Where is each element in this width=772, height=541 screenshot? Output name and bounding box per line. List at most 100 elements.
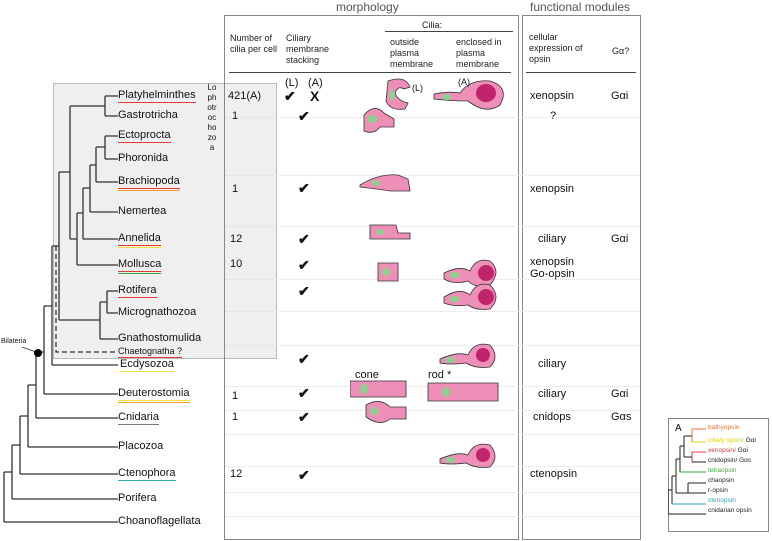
- inset-opsin-tree: [668, 428, 706, 515]
- deutero-cone-label: cone: [355, 369, 379, 381]
- taxon-underline: [118, 190, 180, 191]
- taxon-name: Brachiopoda: [118, 175, 180, 187]
- platy-enclosed-tag: (A): [458, 77, 470, 87]
- morph-header-line: [229, 72, 511, 73]
- taxon-underline: [118, 245, 161, 246]
- taxon-label: Choanoflagellata: [118, 515, 201, 527]
- cteno-num: 12: [230, 468, 243, 480]
- inset-opsin-label: xenopsin/ Gαi: [708, 447, 748, 454]
- platy-stack-A: (A): [308, 77, 323, 89]
- morphology-panel: [224, 15, 519, 540]
- opsin-name: bathyopsin: [708, 424, 740, 431]
- annelida-cell: [369, 224, 411, 240]
- brachio-num: 1: [232, 183, 239, 195]
- taxon-underline: [118, 273, 162, 274]
- opsin-name: ctenopsin: [708, 497, 736, 504]
- taxon-underline: [120, 371, 174, 372]
- inset-opsin-label: ciliary opsin/ Gαi: [708, 437, 756, 444]
- taxon-underline: [118, 424, 159, 425]
- taxon-label: Nemertea: [118, 205, 166, 217]
- taxon-label: Platyhelminthes: [118, 89, 196, 103]
- annelida-galpha: Gαi: [611, 233, 629, 245]
- functional-header: functional modules: [530, 0, 631, 14]
- taxon-label: Placozoa: [118, 440, 163, 452]
- func-header-line: [526, 72, 636, 73]
- taxon-label: Micrognathozoa: [118, 306, 196, 318]
- deutero-check: ✔: [298, 385, 310, 401]
- col-num-cilia: Number of cilia per cell: [230, 33, 278, 54]
- inset-opsin-label: cnidopsin/ Gαs: [708, 457, 751, 464]
- rotifera-check: ✔: [298, 283, 310, 299]
- taxon-label: Porifera: [118, 492, 157, 504]
- taxon-underline: [118, 480, 176, 481]
- gastro-num: 1: [232, 110, 239, 122]
- taxon-name: Gnathostomulida: [118, 332, 202, 344]
- inset-opsin-label: cnidarian opsin: [708, 507, 752, 514]
- taxon-underline: [118, 188, 180, 189]
- lophotrochozoa-label: Lophotrochozoa: [207, 83, 217, 152]
- opsin-name: r-opsin: [708, 487, 728, 494]
- taxon-underline: [118, 402, 190, 403]
- cteno-expression: ctenopsin: [530, 468, 578, 480]
- ecdysozoa-check: ✔: [298, 351, 310, 367]
- cone-cell: [350, 380, 407, 398]
- cnidaria-num: 1: [232, 411, 239, 423]
- brachio-expression: xenopsin: [530, 183, 575, 195]
- mollusca-num: 10: [230, 258, 243, 270]
- cnidaria-check: ✔: [298, 409, 310, 425]
- inset-opsin-label: r-opsin: [708, 487, 728, 494]
- platy-num: 421(A): [228, 90, 262, 102]
- taxon-label: Ctenophora: [118, 467, 176, 481]
- mollusca-check: ✔: [298, 257, 310, 273]
- taxon-label: Gastrotricha: [118, 109, 178, 121]
- taxon-name: Choanoflagellata: [118, 515, 201, 527]
- taxon-name: Annelida: [118, 232, 161, 244]
- taxon-name: Platyhelminthes: [118, 89, 196, 101]
- platy-outside-tag: (L): [412, 83, 423, 93]
- taxon-label: Deuterostomia: [118, 387, 190, 403]
- taxon-label: Rotifera: [118, 284, 157, 298]
- brachio-check: ✔: [298, 180, 310, 196]
- col-galpha: Gα?: [612, 46, 630, 56]
- inset-opsin-label: ctenopsin: [708, 497, 736, 504]
- taxon-name: Rotifera: [118, 284, 157, 296]
- platy-stack-L: (L): [285, 77, 299, 89]
- inset-panel: [668, 418, 769, 532]
- opsin-name: cnidarian opsin: [708, 507, 752, 514]
- taxon-underline: [118, 271, 162, 272]
- phylogenetic-tree: [3, 95, 118, 523]
- taxon-name: Nemertea: [118, 205, 167, 217]
- opsin-name: xenopsin/: [708, 447, 736, 454]
- gastro-expression: ?: [550, 110, 557, 122]
- opsin-name: chaopsin: [708, 477, 735, 484]
- col-enclosed: enclosed in plasma membrane: [456, 37, 502, 69]
- taxon-underline: [118, 357, 183, 358]
- taxon-name: Micrognathozoa: [118, 306, 197, 318]
- taxon-underline: [118, 102, 196, 103]
- lophotrochozoa-box: [53, 83, 277, 359]
- rod-cell: [427, 382, 499, 402]
- brachio-cell: [359, 174, 411, 192]
- inset-opsin-label: chaopsin: [708, 477, 734, 484]
- platy-check: ✔: [284, 88, 296, 104]
- gastro-check: ✔: [298, 108, 310, 124]
- cilia-group-line: [385, 31, 513, 32]
- deutero-rod-label: rod *: [428, 369, 452, 381]
- gastro-cell: [363, 108, 395, 133]
- taxon-label: Gnathostomulida: [118, 332, 201, 344]
- morphology-header: morphology: [336, 0, 399, 14]
- opsin-name: cnidopsin/ Gαs: [708, 457, 752, 464]
- taxon-label: Brachiopoda: [118, 175, 180, 191]
- col-cilia-group: Cilia:: [422, 20, 443, 30]
- taxon-label: Annelida: [118, 232, 161, 248]
- taxon-label: Cnidaria: [118, 411, 159, 425]
- taxon-underline: [118, 142, 171, 143]
- taxon-underline: [118, 297, 157, 298]
- mollusca-expression-2: Go-opsin: [530, 268, 575, 280]
- opsin-name: tetraopsin: [708, 467, 737, 474]
- g-protein-name: Gαi: [735, 447, 748, 454]
- taxon-label: Ectoprocta: [118, 129, 171, 143]
- taxon-name: Ctenophora: [118, 467, 176, 479]
- cnidaria-galpha: Gαs: [611, 411, 632, 423]
- taxon-name: Ecdysozoa: [120, 358, 174, 370]
